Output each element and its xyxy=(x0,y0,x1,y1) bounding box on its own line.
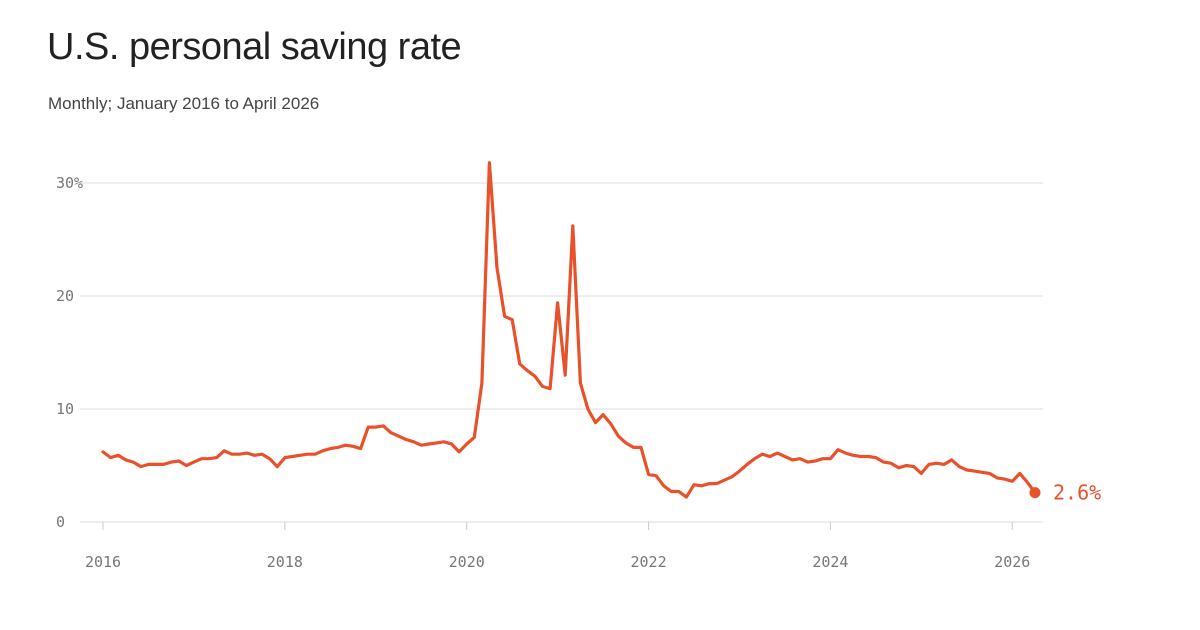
y-axis: 0 10 20 30% xyxy=(56,174,83,531)
chart-subtitle: Monthly; January 2016 to April 2026 xyxy=(48,94,320,113)
x-tick-label-2026: 2026 xyxy=(994,553,1030,571)
y-tick-label-0: 0 xyxy=(56,513,65,531)
chart-title: U.S. personal saving rate xyxy=(47,26,462,68)
x-tick-label-2016: 2016 xyxy=(85,553,121,571)
end-point-dot xyxy=(1029,487,1041,499)
annotations: 2.6% xyxy=(1029,481,1101,505)
x-tick-label-2018: 2018 xyxy=(267,553,303,571)
x-axis: 2016 2018 2020 2022 2024 2026 xyxy=(85,522,1030,571)
series-layer xyxy=(101,161,1037,499)
end-value-label: 2.6% xyxy=(1053,481,1101,505)
y-tick-label-20: 20 xyxy=(56,287,74,305)
x-tick-label-2024: 2024 xyxy=(812,553,848,571)
x-tick-label-2020: 2020 xyxy=(449,553,485,571)
series-line-0 xyxy=(101,161,1037,499)
y-tick-label-10: 10 xyxy=(56,400,74,418)
y-tick-label-30: 30% xyxy=(56,174,83,192)
x-tick-label-2022: 2022 xyxy=(630,553,666,571)
gridlines xyxy=(80,182,1043,523)
